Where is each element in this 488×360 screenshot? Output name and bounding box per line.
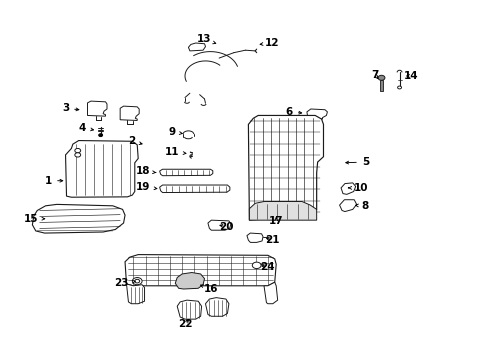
Circle shape: [99, 134, 102, 136]
Polygon shape: [32, 204, 125, 233]
Polygon shape: [246, 233, 263, 242]
Circle shape: [252, 262, 261, 269]
Circle shape: [397, 86, 401, 89]
Polygon shape: [205, 298, 228, 316]
Text: 23: 23: [114, 278, 135, 288]
Polygon shape: [306, 109, 327, 119]
Text: 5: 5: [345, 157, 368, 167]
Text: 8: 8: [355, 201, 368, 211]
Text: 20: 20: [218, 222, 233, 231]
Polygon shape: [264, 282, 277, 304]
Polygon shape: [340, 183, 355, 194]
Polygon shape: [87, 101, 107, 116]
Text: 19: 19: [136, 182, 157, 192]
Text: 9: 9: [168, 127, 182, 137]
Polygon shape: [159, 169, 212, 176]
Text: 16: 16: [200, 284, 218, 294]
Circle shape: [377, 75, 384, 80]
Circle shape: [75, 148, 81, 153]
Polygon shape: [159, 185, 229, 193]
Text: 14: 14: [403, 71, 418, 81]
Text: 22: 22: [178, 319, 192, 329]
Text: 2: 2: [127, 136, 142, 146]
Polygon shape: [65, 140, 138, 197]
Text: 18: 18: [136, 166, 156, 176]
Text: 4: 4: [79, 123, 93, 133]
Circle shape: [132, 278, 142, 285]
Text: 10: 10: [348, 183, 368, 193]
Text: 6: 6: [285, 107, 301, 117]
Text: 1: 1: [45, 176, 62, 186]
Text: 7: 7: [371, 70, 378, 80]
Text: 13: 13: [197, 35, 215, 44]
Polygon shape: [177, 300, 201, 319]
Polygon shape: [120, 106, 139, 121]
Polygon shape: [249, 202, 316, 220]
Text: 24: 24: [260, 262, 275, 272]
Circle shape: [75, 153, 81, 157]
Polygon shape: [125, 255, 276, 286]
Polygon shape: [175, 273, 204, 289]
Polygon shape: [207, 220, 230, 230]
Circle shape: [135, 279, 140, 283]
Text: 15: 15: [23, 214, 44, 224]
Polygon shape: [126, 284, 144, 304]
Text: 17: 17: [268, 216, 283, 226]
Bar: [379, 80, 382, 91]
Text: 21: 21: [265, 235, 280, 245]
Text: 11: 11: [165, 147, 185, 157]
Text: 3: 3: [62, 103, 79, 113]
Text: 12: 12: [260, 38, 279, 48]
Polygon shape: [188, 43, 205, 51]
Polygon shape: [248, 116, 323, 220]
Polygon shape: [339, 200, 356, 212]
